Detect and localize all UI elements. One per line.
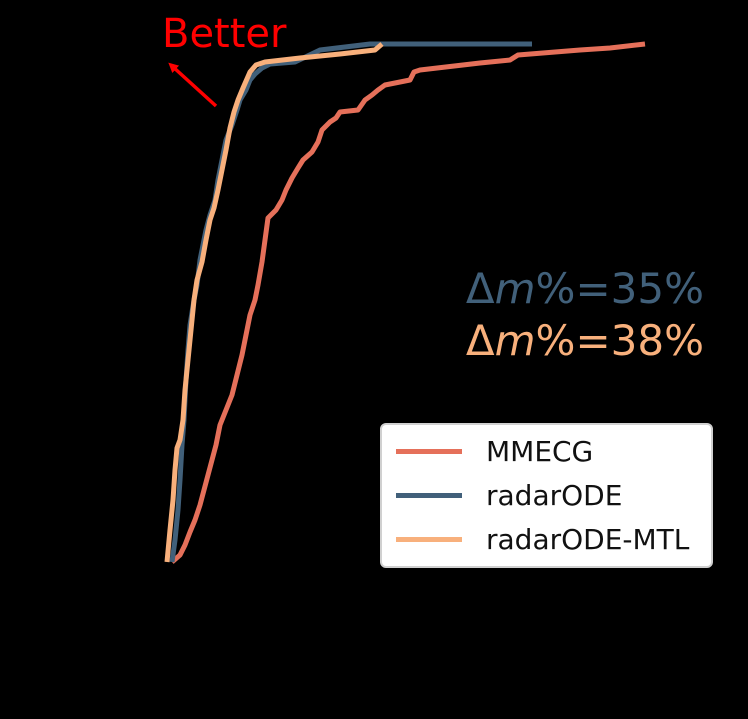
- better-annotation: Better: [162, 11, 287, 57]
- series-lines: [164, 41, 646, 564]
- delta-symbol: Δ: [465, 316, 495, 365]
- radarode-delta-annotation: Δm%=35%: [466, 268, 704, 310]
- m-symbol: m: [494, 264, 536, 313]
- legend-label: MMECG: [486, 434, 594, 468]
- legend-label: radarODE: [486, 478, 623, 512]
- legend-label: radarODE-MTL: [486, 522, 690, 556]
- delta-value: %=35%: [535, 264, 704, 313]
- series-line-mmecg: [170, 41, 646, 564]
- legend-swatch-radarode-mtl: [396, 536, 462, 542]
- m-symbol: m: [494, 316, 536, 365]
- delta-value: %=38%: [535, 316, 704, 365]
- delta-symbol: Δ: [465, 264, 495, 313]
- legend-item-mmecg: MMECG: [396, 431, 593, 471]
- legend-item-radarode: radarODE: [396, 475, 622, 515]
- legend-item-radarode-mtl: radarODE-MTL: [396, 519, 689, 559]
- mtl-delta-annotation: Δm%=38%: [466, 320, 704, 362]
- chart-legend: MMECG radarODE radarODE-MTL: [380, 423, 713, 568]
- legend-swatch-radarode: [396, 492, 462, 498]
- better-arrow-icon: [168, 62, 218, 108]
- series-line-radarode-mtl: [164, 42, 384, 563]
- legend-swatch-mmecg: [396, 448, 462, 454]
